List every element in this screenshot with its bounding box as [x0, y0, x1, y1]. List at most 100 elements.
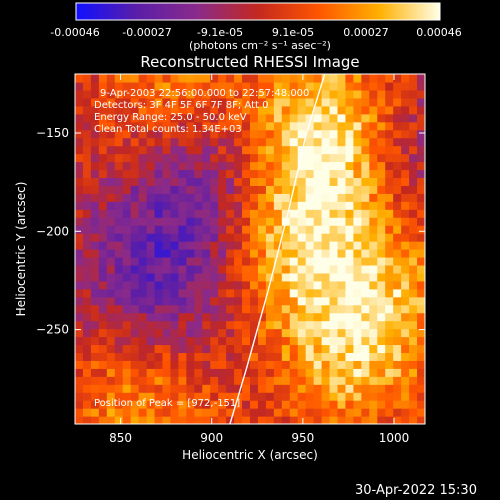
heatmap-cell	[265, 312, 275, 322]
heatmap-cell	[321, 169, 331, 179]
heatmap-cell	[281, 400, 291, 409]
heatmap-cell	[305, 185, 315, 194]
heatmap-cell	[297, 233, 307, 242]
heatmap-cell	[210, 169, 219, 179]
heatmap-cell	[98, 336, 108, 346]
heatmap-cell	[257, 217, 267, 226]
heatmap-cell	[194, 249, 203, 258]
heatmap-cell	[273, 225, 283, 234]
heatmap-cell	[329, 89, 339, 99]
heatmap-cell	[90, 360, 100, 369]
heatmap-cell	[98, 193, 108, 202]
heatmap-cell	[393, 320, 402, 330]
heatmap-cell	[138, 153, 148, 163]
heatmap-cell	[178, 225, 187, 234]
heatmap-cell	[138, 320, 148, 330]
heatmap-cell	[345, 89, 355, 99]
heatmap-cell	[329, 328, 339, 338]
heatmap-cell	[242, 217, 251, 226]
heatmap-cell	[138, 145, 148, 155]
heatmap-cell	[202, 360, 211, 369]
heatmap-cell	[98, 153, 108, 163]
heatmap-cell	[234, 74, 243, 83]
heatmap-cell	[273, 241, 283, 250]
heatmap-cell	[401, 129, 410, 139]
heatmap-cell	[114, 177, 124, 186]
heatmap-cell	[393, 304, 402, 314]
heatmap-cell	[186, 193, 195, 202]
heatmap-cell	[154, 384, 164, 393]
heatmap-cell	[313, 328, 323, 338]
heatmap-cell	[281, 384, 291, 393]
heatmap-cell	[75, 249, 84, 258]
heatmap-cell	[297, 121, 307, 131]
heatmap-cell	[353, 272, 362, 282]
heatmap-cell	[417, 392, 425, 401]
heatmap-cell	[313, 217, 323, 226]
heatmap-cell	[281, 145, 291, 155]
heatmap-cell	[218, 185, 227, 194]
heatmap-cell	[82, 193, 92, 202]
heatmap-cell	[273, 217, 283, 226]
colorbar-tick: -0.00027	[122, 26, 172, 39]
heatmap-cell	[409, 153, 418, 163]
heatmap-cell	[75, 153, 84, 163]
heatmap-cell	[417, 145, 425, 155]
heatmap-cell	[75, 113, 84, 123]
heatmap-cell	[289, 249, 299, 258]
heatmap-cell	[186, 296, 195, 306]
heatmap-cell	[218, 384, 227, 393]
heatmap-cell	[242, 209, 251, 218]
heatmap-cell	[194, 137, 203, 147]
heatmap-cell	[369, 209, 378, 218]
heatmap-cell	[369, 376, 378, 385]
heatmap-cell	[162, 312, 172, 322]
heatmap-cell	[385, 264, 394, 274]
heatmap-cell	[114, 249, 124, 258]
heatmap-cell	[202, 320, 211, 330]
heatmap-cell	[250, 280, 259, 290]
heatmap-cell	[401, 304, 410, 314]
heatmap-cell	[170, 320, 180, 330]
heatmap-cell	[265, 320, 275, 330]
heatmap-cell	[210, 153, 219, 163]
heatmap-cell	[361, 217, 370, 226]
heatmap-cell	[162, 105, 172, 115]
heatmap-cell	[98, 249, 108, 258]
heatmap-cell	[369, 280, 378, 290]
heatmap-cell	[409, 416, 418, 424]
heatmap-cell	[234, 288, 243, 298]
heatmap-cell	[353, 193, 362, 202]
heatmap-cell	[170, 288, 180, 298]
heatmap-cell	[202, 161, 211, 171]
heatmap-cell	[377, 137, 386, 147]
heatmap-cell	[377, 145, 386, 155]
heatmap-cell	[90, 249, 100, 258]
heatmap-cell	[313, 129, 323, 139]
heatmap-cell	[130, 336, 140, 346]
heatmap-cell	[393, 185, 402, 194]
heatmap-cell	[337, 113, 347, 123]
heatmap-cell	[194, 241, 203, 250]
heatmap-cell	[401, 400, 410, 409]
heatmap-cell	[226, 408, 235, 417]
heatmap-cell	[210, 304, 219, 314]
heatmap-cell	[146, 280, 156, 290]
heatmap-cell	[178, 312, 187, 322]
heatmap-cell	[178, 129, 187, 139]
heatmap-cell	[289, 376, 299, 385]
heatmap-cell	[377, 336, 386, 346]
heatmap-cell	[289, 264, 299, 274]
heatmap-cell	[98, 376, 108, 385]
heatmap-cell	[178, 153, 187, 163]
heatmap-cell	[250, 368, 259, 377]
heatmap-cell	[170, 368, 180, 377]
heatmap-cell	[138, 304, 148, 314]
heatmap-cell	[297, 400, 307, 409]
heatmap-cell	[186, 272, 195, 282]
heatmap-cell	[202, 81, 211, 91]
heatmap-cell	[75, 217, 84, 226]
heatmap-cell	[369, 320, 378, 330]
heatmap-cell	[377, 74, 386, 83]
heatmap-cell	[377, 296, 386, 306]
